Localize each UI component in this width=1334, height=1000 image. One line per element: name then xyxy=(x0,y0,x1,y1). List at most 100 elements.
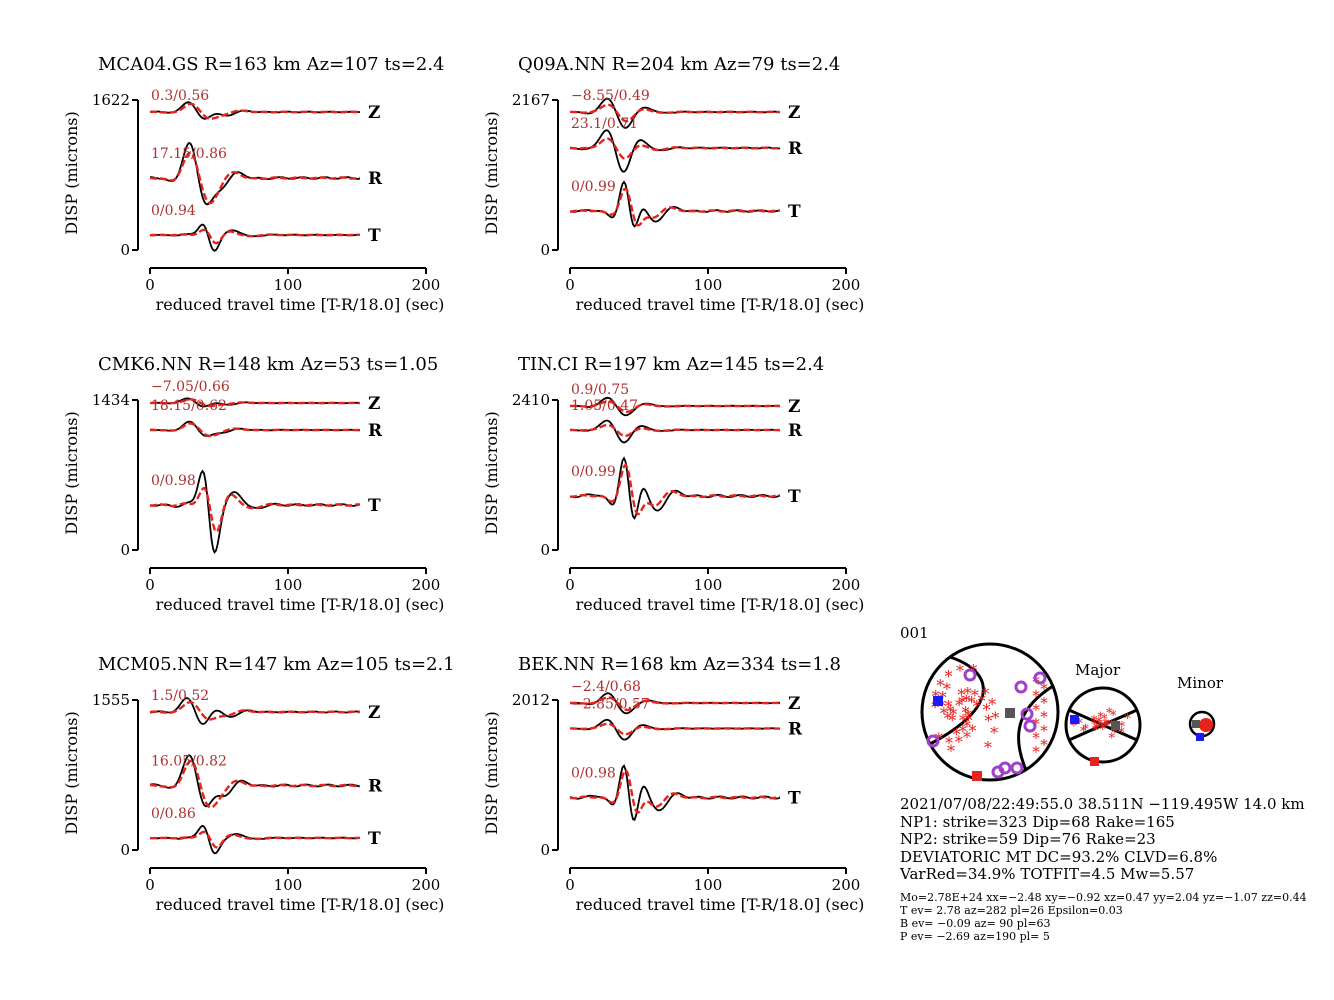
tension-star: * xyxy=(948,711,956,730)
tension-star: * xyxy=(949,705,957,724)
y-tick-label-max: 1434 xyxy=(92,391,130,409)
tension-star: * xyxy=(945,697,953,716)
synthetic-trace-z xyxy=(570,103,781,123)
synthetic-trace-z xyxy=(569,400,781,414)
tension-star: * xyxy=(963,728,971,747)
y-axis-label: DISP (microns) xyxy=(62,411,81,535)
major-nodal-2 xyxy=(1068,708,1138,742)
synthetic-trace-t xyxy=(569,187,781,227)
tension-star: * xyxy=(968,693,976,712)
tension-star: * xyxy=(958,693,966,712)
beachballs: ********************** ************ ******… xyxy=(920,642,1216,782)
x-tick-label: 100 xyxy=(274,876,303,894)
tension-star: * xyxy=(978,692,986,711)
major-star: * xyxy=(1091,718,1098,733)
tension-star: * xyxy=(965,711,973,730)
x-axis-label: reduced travel time [T-R/18.0] (sec) xyxy=(576,295,865,314)
component-label-r: R xyxy=(368,169,383,189)
station-ring xyxy=(963,668,977,682)
observed-trace-r xyxy=(569,129,781,173)
major-star: * xyxy=(1101,713,1108,728)
fit-label-t: 0/0.98 xyxy=(151,473,196,489)
tension-star: * xyxy=(1040,736,1048,754)
fit-label-t: 0/0.94 xyxy=(151,203,196,219)
tension-star: * xyxy=(973,697,981,716)
fit-label-z: 0.3/0.56 xyxy=(151,88,209,104)
tension-star: * xyxy=(1040,722,1048,740)
tension-star: * xyxy=(943,679,951,698)
synthetic-trace-r xyxy=(569,423,780,438)
component-label-z: Z xyxy=(788,694,800,714)
station-ring xyxy=(926,734,940,748)
tension-star: * xyxy=(936,676,944,695)
event-line-mt: DEVIATORIC MT DC=93.2% CLVD=6.8% xyxy=(900,848,1217,866)
major-star: * xyxy=(1102,721,1109,736)
major-star: * xyxy=(1108,731,1115,746)
x-axis-label: reduced travel time [T-R/18.0] (sec) xyxy=(156,895,445,914)
observed-trace-z xyxy=(569,97,781,129)
panel-title: MCM05.NN R=147 km Az=105 ts=2.1 xyxy=(98,654,455,675)
event-line-np1: NP1: strike=323 Dip=68 Rake=165 xyxy=(900,813,1175,831)
component-label-r: R xyxy=(788,720,803,740)
minor-label: Minor xyxy=(1177,674,1224,692)
y-tick-label-min: 0 xyxy=(120,241,130,259)
event-line-fit: VarRed=34.9% TOTFIT=4.5 Mw=5.57 xyxy=(899,865,1194,883)
x-tick-label: 0 xyxy=(145,576,155,594)
component-label-z: Z xyxy=(368,703,380,723)
synthetic-trace-t xyxy=(569,768,781,815)
x-tick-label: 0 xyxy=(145,276,155,294)
observed-trace-z xyxy=(149,397,361,408)
station-ring xyxy=(1023,719,1037,733)
station-ring xyxy=(1033,671,1047,685)
event-id: 001 xyxy=(900,624,929,642)
fit-label-r: 17.15/0.86 xyxy=(151,146,227,162)
waveform-panel: BEK.NN R=168 km Az=334 ts=1.8 2012 0 DISP (… xyxy=(482,654,864,914)
major-star: * xyxy=(1103,718,1110,733)
major-t-marker xyxy=(1090,757,1099,766)
t-axis-marker xyxy=(972,771,982,781)
major-star: * xyxy=(1104,719,1111,734)
tension-star: * xyxy=(955,696,963,715)
station-ring xyxy=(1014,680,1028,694)
x-tick-label: 200 xyxy=(412,276,441,294)
tension-star: * xyxy=(947,742,955,761)
fit-label-z: −8.55/0.49 xyxy=(571,88,650,104)
station-ring xyxy=(998,761,1012,775)
tension-star: * xyxy=(963,717,971,736)
tension-star: * xyxy=(1040,680,1048,698)
y-tick-label-min: 0 xyxy=(540,241,550,259)
component-label-r: R xyxy=(368,777,383,797)
fit-label-r: 16.05/0.82 xyxy=(151,754,227,770)
synthetic-trace-r xyxy=(570,722,780,736)
tension-star: * xyxy=(984,712,992,731)
tension-star: * xyxy=(1032,743,1040,761)
major-star: * xyxy=(1091,714,1098,729)
observed-trace-r xyxy=(570,419,780,444)
component-label-r: R xyxy=(368,421,383,441)
major-p-marker xyxy=(1070,715,1079,724)
major-label: Major xyxy=(1075,661,1121,679)
focal-mechanism-panel: 001 Major Minor ********************** **… xyxy=(899,624,1307,943)
nodal-plane-1 xyxy=(929,655,985,746)
tension-star: * xyxy=(944,709,952,728)
tension-star: * xyxy=(1032,687,1040,705)
y-tick-label-min: 0 xyxy=(120,841,130,859)
y-tick-label-min: 0 xyxy=(540,541,550,559)
major-star: * xyxy=(1106,706,1113,721)
fit-label-z: 0.9/0.75 xyxy=(571,382,629,398)
component-label-t: T xyxy=(788,202,801,222)
major-star: * xyxy=(1111,726,1118,741)
component-label-r: R xyxy=(788,139,803,159)
nodal-plane-2 xyxy=(1017,684,1054,771)
tension-star: * xyxy=(984,738,992,757)
tension-star: * xyxy=(945,733,953,752)
y-tick-label-max: 2012 xyxy=(512,691,550,709)
event-line-np2: NP2: strike=59 Dip=76 Rake=23 xyxy=(900,830,1156,848)
y-tick-label-max: 1622 xyxy=(92,91,130,109)
tension-star: * xyxy=(990,723,998,742)
synthetic-trace-r xyxy=(149,422,361,438)
tension-star: * xyxy=(988,695,996,714)
tension-star: * xyxy=(968,721,976,740)
tension-star: * xyxy=(957,685,965,704)
